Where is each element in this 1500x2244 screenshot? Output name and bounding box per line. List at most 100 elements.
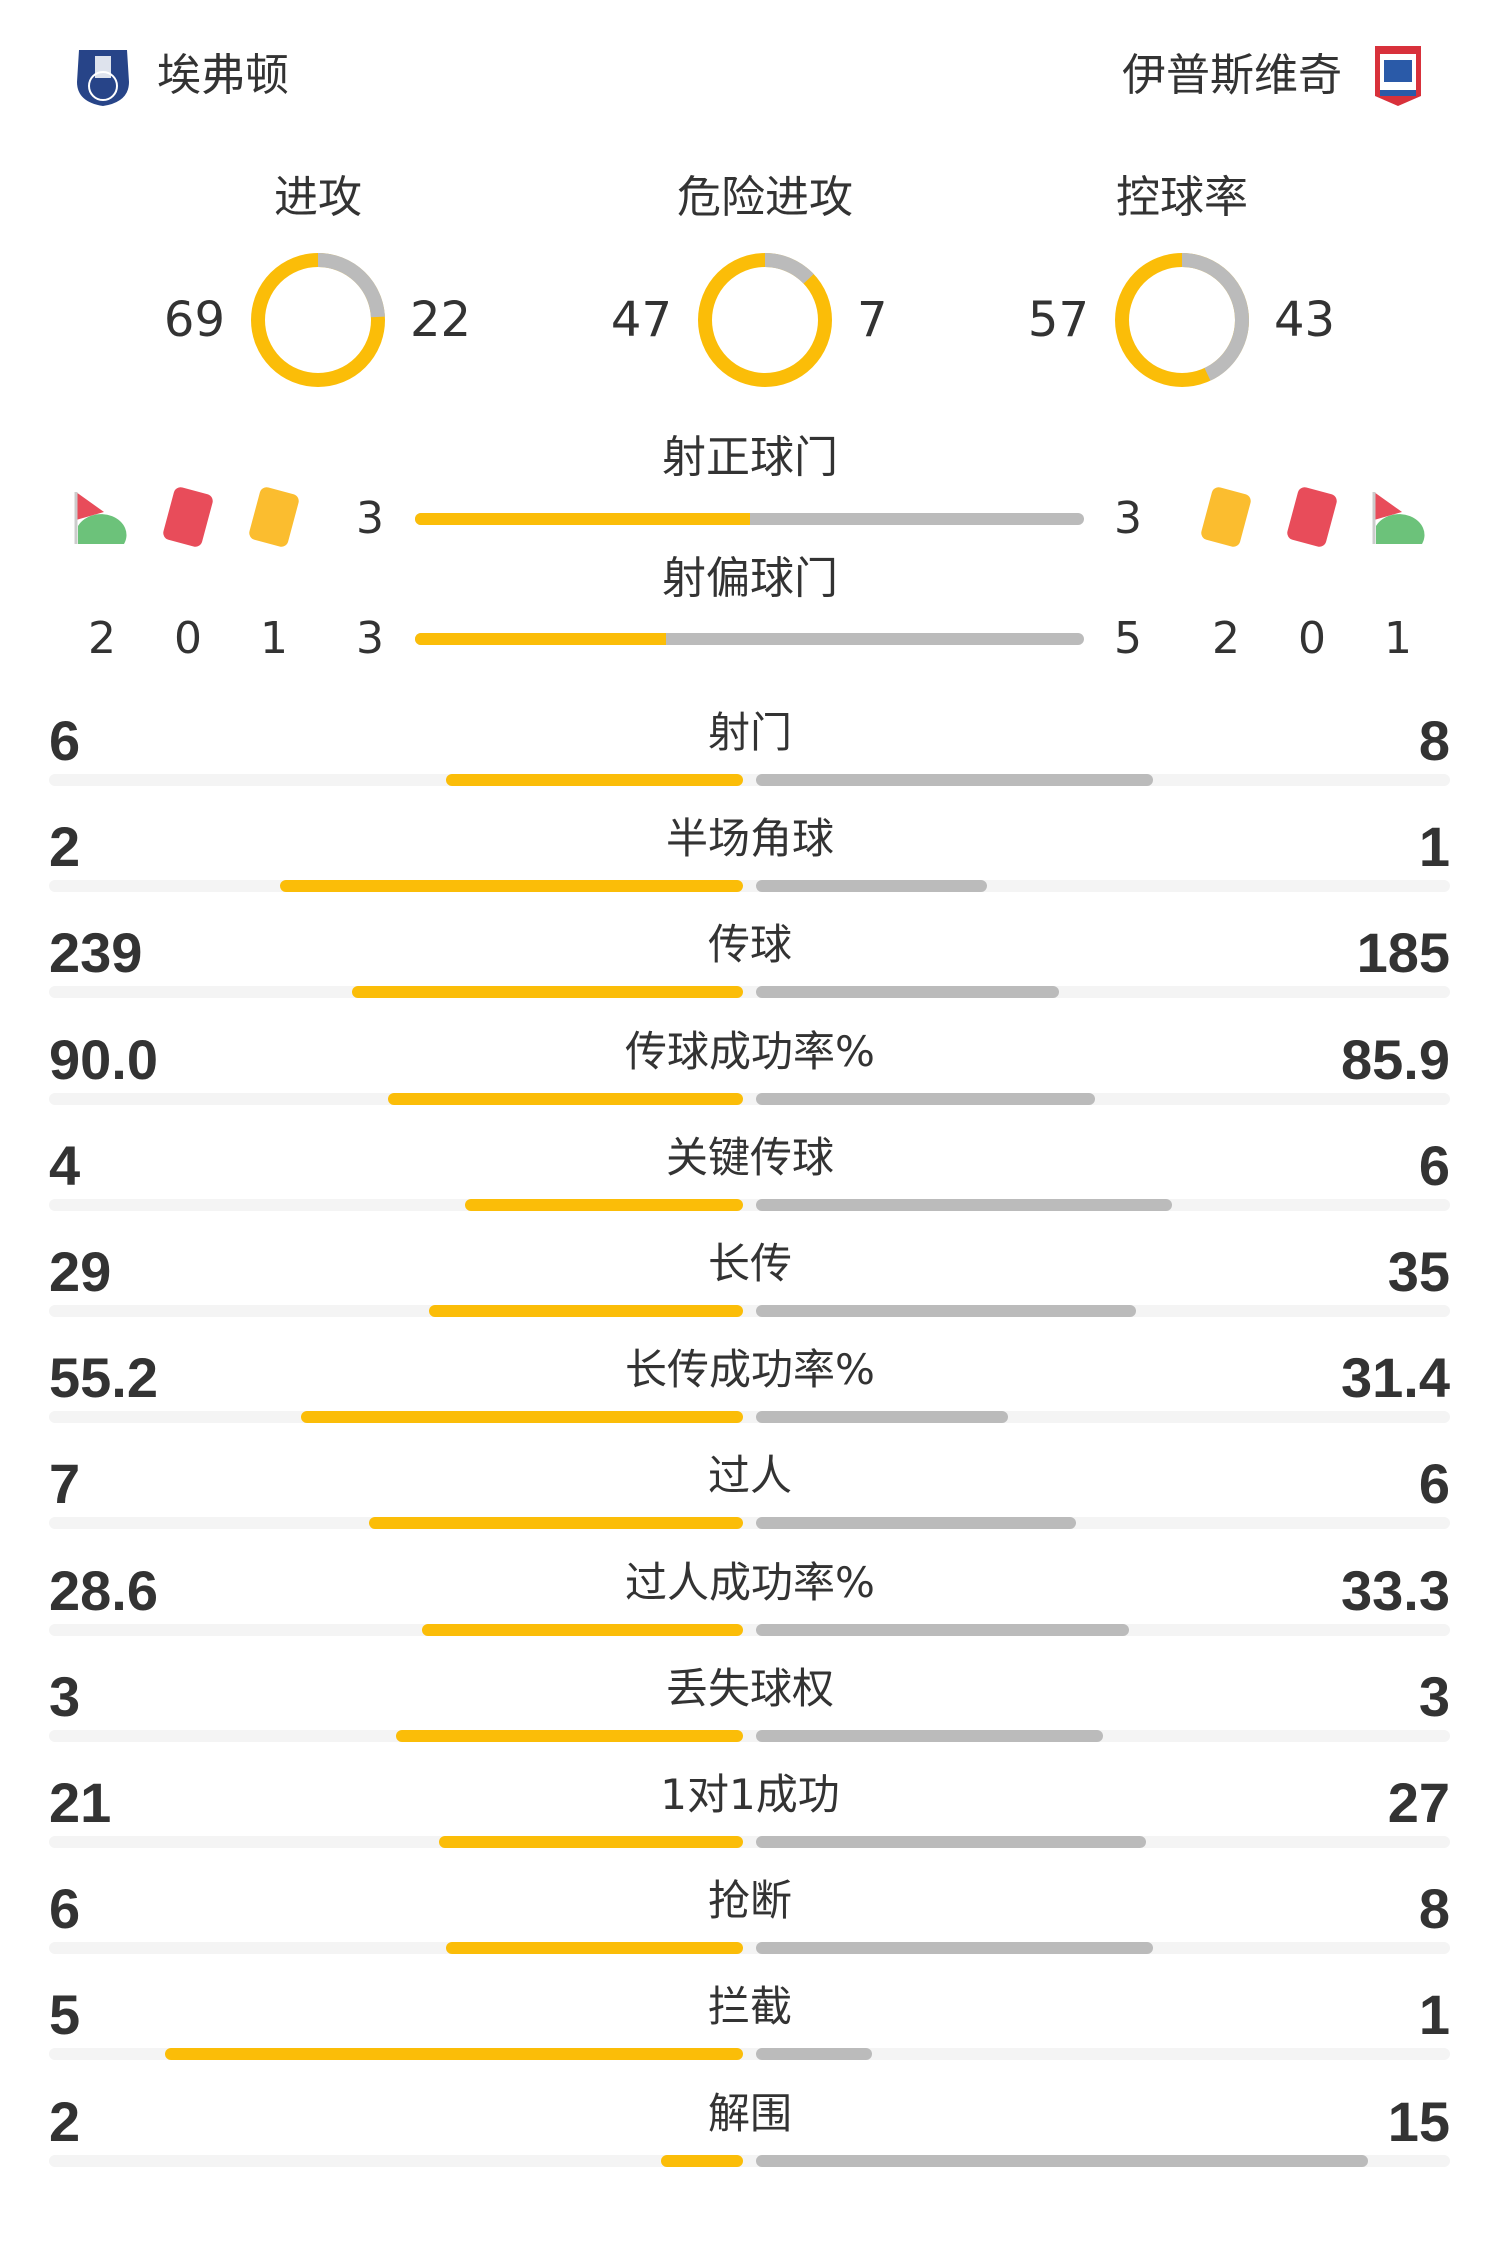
stat-home-bar — [422, 1623, 743, 1636]
home-corners: 2 — [88, 613, 116, 664]
stat-row: 2 半场角球 1 — [0, 807, 1500, 913]
home-shots-off-target-fill — [415, 633, 666, 645]
stat-label: 关键传球 — [665, 1132, 834, 1182]
corner-flag-icon — [1372, 490, 1426, 546]
stat-away-value: 31.4 — [1341, 1346, 1450, 1410]
stat-away-value: 1 — [1418, 815, 1450, 879]
donut-away-value: 7 — [857, 292, 888, 348]
stat-home-value: 5 — [49, 1983, 81, 2047]
stat-track — [49, 1623, 1450, 1636]
stat-label: 抢断 — [707, 1876, 792, 1926]
stat-track — [49, 1729, 1450, 1742]
stat-home-bar — [396, 1729, 743, 1742]
stat-home-value: 7 — [49, 1452, 81, 1516]
home-shots-off-target: 3 — [356, 613, 384, 664]
stat-home-bar — [661, 2154, 743, 2167]
stat-row: 6 抢断 8 — [0, 1869, 1500, 1975]
stat-home-bar — [465, 1198, 743, 1211]
stat-away-bar — [756, 2048, 872, 2061]
stat-row: 6 射门 8 — [0, 701, 1500, 807]
stat-home-value: 21 — [49, 1771, 112, 1834]
stat-away-bar — [756, 1411, 1008, 1424]
stat-home-value: 28.6 — [49, 1558, 158, 1622]
stat-away-value: 6 — [1418, 1452, 1450, 1516]
away-shots-off-target: 5 — [1114, 613, 1142, 664]
stat-away-bar — [756, 1942, 1153, 1955]
away-team-name: 伊普斯维奇 — [1122, 50, 1342, 101]
stat-away-value: 27 — [1387, 1771, 1450, 1834]
stat-label: 传球 — [707, 920, 792, 970]
stat-home-bar — [428, 1305, 743, 1317]
corner-flag-icon — [74, 490, 128, 546]
stat-home-value: 6 — [49, 1877, 81, 1941]
shots-off-target-label: 射偏球门 — [662, 553, 838, 604]
red-card-icon — [161, 485, 215, 549]
stat-row: 90.0 传球成功率% 85.9 — [0, 1020, 1500, 1126]
yellow-card-icon — [247, 485, 301, 549]
stat-row: 29 长传 35 — [0, 1232, 1500, 1338]
stat-away-value: 3 — [1418, 1664, 1450, 1728]
stat-away-bar — [756, 1623, 1130, 1636]
stat-row: 5 拦截 1 — [0, 1975, 1500, 2081]
stat-track — [49, 1942, 1450, 1955]
stat-label: 过人 — [707, 1451, 792, 1501]
stat-label: 1对1成功 — [660, 1770, 840, 1819]
stat-home-bar — [164, 2048, 743, 2061]
stat-label: 传球成功率% — [625, 1026, 875, 1076]
stat-row: 4 关键传球 6 — [0, 1126, 1500, 1232]
stat-away-value: 35 — [1387, 1240, 1450, 1303]
away-red-cards: 0 — [1298, 613, 1326, 664]
stat-away-bar — [756, 2154, 1369, 2167]
shots-on-target-label: 射正球门 — [662, 432, 838, 483]
stat-away-bar — [756, 1517, 1077, 1530]
stat-home-bar — [439, 1836, 743, 1848]
away-yellow-cards: 2 — [1212, 613, 1240, 664]
stat-home-value: 90.0 — [49, 1027, 158, 1091]
stat-track — [49, 986, 1450, 999]
stat-away-value: 33.3 — [1341, 1558, 1450, 1622]
ipswich-logo — [1372, 42, 1424, 108]
stat-away-value: 8 — [1418, 1877, 1450, 1941]
stat-label: 长传 — [707, 1239, 792, 1288]
stat-row: 2 解围 15 — [0, 2082, 1500, 2188]
red-card-icon — [1285, 485, 1339, 549]
stat-away-bar — [756, 1198, 1173, 1211]
stat-home-bar — [280, 880, 743, 893]
stat-away-value: 185 — [1356, 921, 1450, 985]
donut-away-arc — [251, 253, 385, 387]
donut-chart — [251, 253, 385, 387]
stat-track — [49, 1305, 1450, 1317]
stat-track — [49, 774, 1450, 786]
stat-away-bar — [756, 1836, 1147, 1848]
yellow-card-icon — [1199, 485, 1253, 549]
home-shots-on-target: 3 — [356, 493, 384, 544]
stat-track — [49, 880, 1450, 893]
stat-home-value: 239 — [49, 921, 143, 985]
stat-label: 丢失球权 — [665, 1663, 834, 1713]
donut-chart — [698, 253, 832, 387]
stat-away-bar — [756, 986, 1059, 999]
stat-label: 长传成功率% — [625, 1345, 875, 1395]
stat-home-value: 4 — [49, 1133, 81, 1197]
stat-label: 解围 — [707, 2088, 792, 2138]
stat-home-value: 2 — [49, 815, 81, 879]
stat-home-bar — [369, 1517, 743, 1530]
donut-title: 进攻 — [274, 172, 362, 223]
stat-home-value: 55.2 — [49, 1346, 158, 1410]
donut-away-value: 22 — [410, 292, 472, 348]
stat-track — [49, 1836, 1450, 1848]
away-corners: 1 — [1384, 613, 1412, 664]
donut-home-value: 69 — [163, 292, 225, 348]
donut-chart — [1115, 253, 1249, 387]
stat-label: 过人成功率% — [625, 1557, 875, 1607]
donut-home-value: 47 — [610, 292, 672, 348]
away-shots-on-target: 3 — [1114, 493, 1142, 544]
stat-row: 28.6 过人成功率% 33.3 — [0, 1551, 1500, 1657]
everton-logo — [71, 42, 135, 108]
stat-label: 拦截 — [707, 1982, 792, 2032]
stat-row: 3 丢失球权 3 — [0, 1657, 1500, 1763]
stat-track — [49, 1517, 1450, 1530]
stat-away-value: 85.9 — [1341, 1027, 1450, 1091]
stat-home-value: 2 — [49, 2089, 81, 2153]
stat-track — [49, 1092, 1450, 1105]
